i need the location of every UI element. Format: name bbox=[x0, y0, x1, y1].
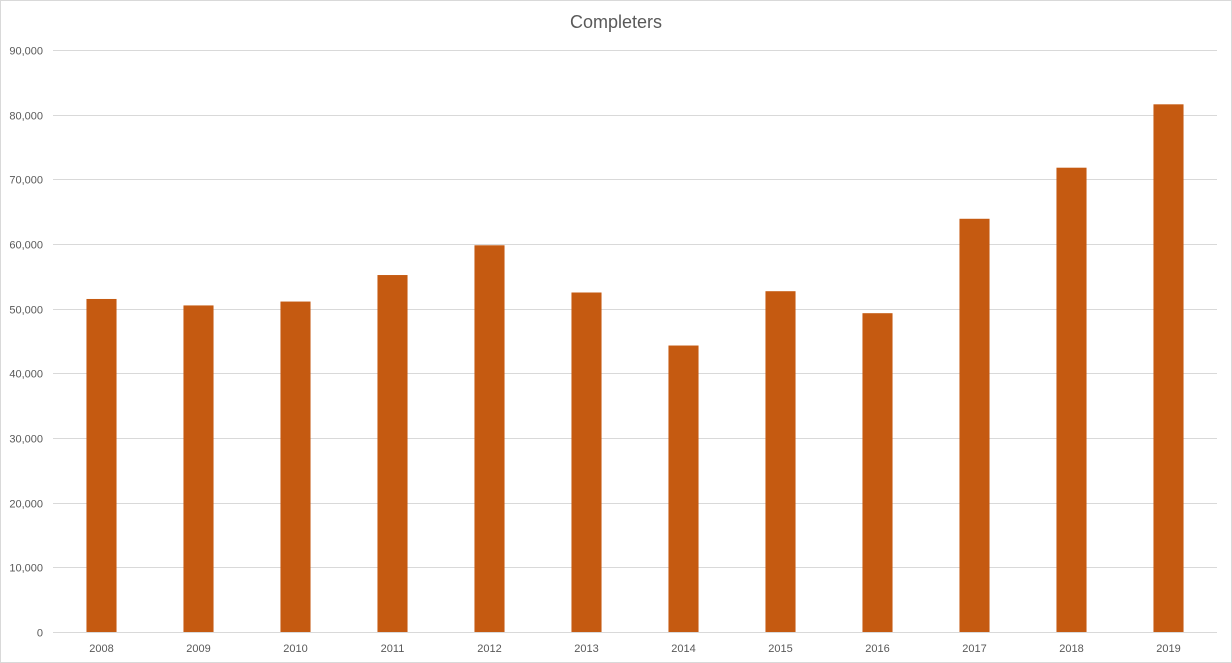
x-axis: 2008 2009 2010 2011 2012 2013 2014 2015 2016 2017… bbox=[89, 643, 1180, 655]
x-tick-label: 2015 bbox=[768, 643, 792, 655]
bar-2017 bbox=[959, 218, 990, 632]
y-tick-label: 60,000 bbox=[9, 240, 43, 252]
bar-2013 bbox=[571, 292, 602, 632]
y-tick-label: 20,000 bbox=[9, 499, 43, 511]
y-tick-label: 10,000 bbox=[9, 563, 43, 575]
y-tick-label: 50,000 bbox=[9, 305, 43, 317]
x-tick-label: 2010 bbox=[283, 643, 307, 655]
bar-2011 bbox=[377, 275, 408, 632]
y-tick-label: 80,000 bbox=[9, 111, 43, 123]
x-tick-label: 2008 bbox=[89, 643, 113, 655]
y-tick-label: 30,000 bbox=[9, 434, 43, 446]
x-tick-label: 2013 bbox=[574, 643, 598, 655]
x-tick-label: 2014 bbox=[671, 643, 695, 655]
bar-2016 bbox=[862, 313, 893, 632]
bar-2014 bbox=[668, 345, 699, 632]
x-tick-label: 2009 bbox=[186, 643, 210, 655]
y-tick-label: 40,000 bbox=[9, 369, 43, 381]
y-axis: 0 10,000 20,000 30,000 40,000 50,000 60,000 70,… bbox=[9, 46, 43, 640]
bar-2019 bbox=[1153, 104, 1184, 632]
bar-2012 bbox=[474, 245, 505, 632]
gridlines bbox=[53, 50, 1217, 633]
bar-2015 bbox=[765, 291, 796, 632]
bar-2018 bbox=[1056, 167, 1087, 632]
bar-2009 bbox=[183, 305, 214, 632]
bar-2008 bbox=[86, 298, 117, 632]
x-tick-label: 2019 bbox=[1156, 643, 1180, 655]
x-tick-label: 2012 bbox=[477, 643, 501, 655]
bar-series bbox=[86, 104, 1184, 632]
x-tick-label: 2011 bbox=[381, 643, 405, 655]
y-tick-label: 90,000 bbox=[9, 46, 43, 58]
x-tick-label: 2017 bbox=[962, 643, 986, 655]
x-tick-label: 2016 bbox=[865, 643, 889, 655]
x-tick-label: 2018 bbox=[1059, 643, 1083, 655]
bar-2010 bbox=[280, 301, 311, 632]
y-tick-label: 0 bbox=[37, 628, 43, 640]
y-tick-label: 70,000 bbox=[9, 175, 43, 187]
chart-title: Completers bbox=[570, 12, 662, 32]
